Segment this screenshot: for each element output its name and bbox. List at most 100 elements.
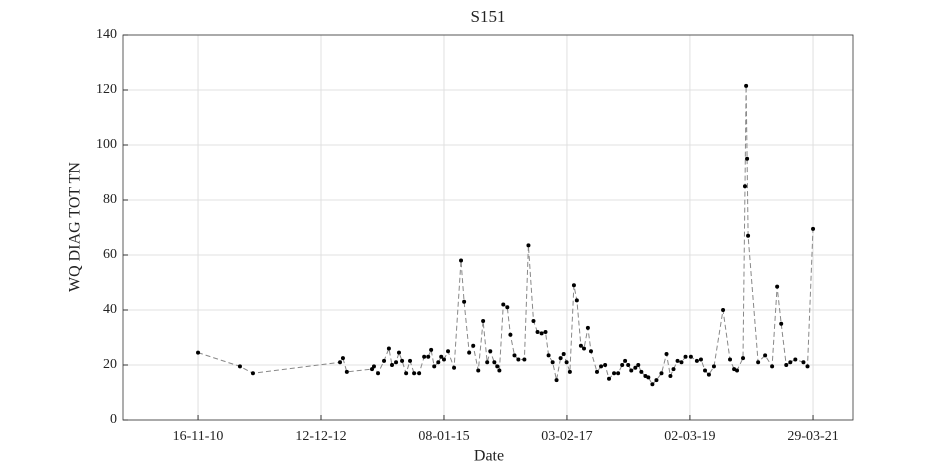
data-point	[811, 226, 816, 231]
data-point	[742, 184, 747, 189]
data-point	[535, 330, 540, 334]
data-point	[526, 243, 531, 248]
data-point	[582, 346, 587, 351]
data-point	[603, 363, 608, 367]
data-point	[788, 360, 793, 365]
data-point	[340, 356, 345, 361]
y-tick-label: 100	[96, 137, 117, 152]
data-point	[417, 371, 422, 376]
data-point	[476, 368, 481, 373]
data-point	[394, 360, 399, 365]
data-point	[567, 369, 572, 374]
data-point	[344, 369, 349, 374]
data-point	[412, 371, 417, 376]
data-point	[664, 352, 669, 356]
data-point	[404, 371, 409, 376]
y-tick-label: 60	[103, 247, 117, 262]
data-point	[668, 374, 673, 378]
y-tick-label: 40	[103, 302, 117, 317]
data-point	[688, 354, 693, 359]
data-point	[546, 353, 551, 358]
data-point	[659, 371, 664, 376]
data-point	[543, 330, 548, 334]
data-point	[801, 360, 806, 365]
data-point	[683, 354, 688, 359]
data-point	[629, 368, 634, 373]
data-point	[426, 354, 431, 359]
series-line	[197, 85, 814, 386]
data-point	[459, 258, 464, 263]
data-point	[703, 368, 708, 373]
data-point	[616, 371, 621, 376]
data-point	[561, 352, 566, 356]
data-point	[779, 321, 784, 326]
data-point	[744, 83, 749, 88]
data-point	[588, 349, 593, 354]
data-point	[711, 364, 716, 369]
data-point	[488, 349, 493, 354]
data-point	[741, 356, 746, 361]
data-point	[784, 363, 789, 367]
y-tick-label: 80	[103, 192, 117, 207]
data-point	[516, 357, 521, 362]
data-point	[386, 346, 391, 351]
data-point	[512, 353, 517, 358]
data-point	[539, 331, 544, 336]
data-point	[481, 319, 486, 323]
data-point	[675, 358, 680, 363]
y-tick-label: 120	[96, 82, 117, 97]
data-point	[599, 364, 604, 369]
data-point	[467, 350, 472, 355]
data-point	[338, 360, 343, 365]
x-axis-label: Date	[474, 448, 504, 465]
data-point	[763, 353, 768, 358]
x-tick-label: 16-11-10	[173, 429, 224, 444]
y-axis-label: WQ DIAG TOT TN	[67, 162, 84, 292]
data-point	[746, 233, 751, 238]
data-point	[735, 368, 740, 373]
y-tick-label: 20	[103, 357, 117, 372]
x-tick-label: 29-03-21	[787, 429, 838, 444]
data-point	[408, 358, 413, 363]
data-point	[505, 305, 510, 310]
data-point	[793, 357, 798, 362]
data-point	[671, 367, 676, 372]
data-point	[654, 378, 659, 383]
data-point	[492, 360, 497, 365]
data-point	[462, 299, 467, 304]
data-point	[620, 363, 625, 367]
data-point	[497, 368, 502, 373]
data-point	[612, 371, 617, 376]
plot-frame	[122, 34, 854, 421]
data-point	[422, 354, 427, 359]
data-point	[775, 284, 780, 289]
data-point	[633, 365, 638, 370]
data-point	[636, 363, 641, 367]
data-point	[446, 349, 451, 354]
data-point	[594, 369, 599, 374]
data-point	[436, 360, 441, 365]
data-point	[564, 360, 569, 365]
data-point	[389, 363, 394, 367]
x-tick-label: 02-03-19	[664, 429, 715, 444]
data-point	[382, 358, 387, 363]
data-point	[650, 382, 655, 387]
y-tick-label: 0	[110, 412, 117, 427]
data-point	[439, 354, 444, 359]
data-point	[554, 378, 559, 383]
data-point	[585, 325, 590, 330]
data-point	[694, 358, 699, 363]
data-point	[371, 364, 376, 369]
data-point	[531, 319, 536, 323]
data-point	[574, 298, 579, 303]
data-point	[495, 364, 500, 369]
data-point	[501, 302, 506, 307]
data-point	[376, 371, 381, 376]
data-point	[639, 369, 644, 374]
data-point	[250, 371, 255, 376]
data-point	[452, 365, 457, 370]
data-point	[237, 364, 242, 369]
data-point	[196, 350, 201, 355]
